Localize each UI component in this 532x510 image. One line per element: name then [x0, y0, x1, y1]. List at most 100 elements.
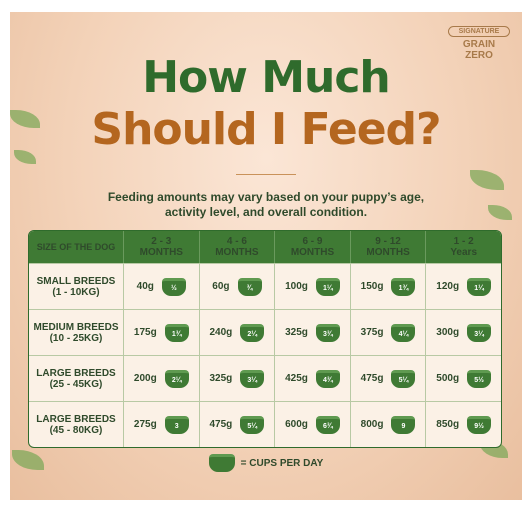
table-row: LARGE BREEDS (45 - 80KG) 275g 3 475g 5¼ 600g 6¾… [29, 401, 501, 447]
cell: 240g 2¼ [198, 310, 275, 355]
cell: 475g 5¼ [198, 402, 275, 447]
cell: 375g 4¼ [349, 310, 426, 355]
cups: 1¼ [315, 277, 340, 296]
header-text: MONTHS [290, 247, 335, 258]
cell: 600g 6¾ [274, 402, 350, 447]
cups: 2¼ [164, 369, 189, 388]
grams: 475g [360, 373, 384, 384]
grams: 240g [209, 327, 233, 338]
leaf [10, 110, 40, 128]
grams: 200g [133, 373, 157, 384]
cell: 500g 5½ [425, 356, 501, 401]
grams: 475g [209, 419, 233, 430]
cups: 1¾ [391, 277, 416, 296]
cell: 150g 1¾ [349, 264, 426, 309]
legend: = CUPS PER DAY [0, 454, 532, 472]
row-label-text: (10 - 25KG) [49, 332, 103, 344]
cell: 800g 9 [349, 402, 426, 447]
grams: 150g [360, 281, 384, 292]
leaf [12, 450, 44, 470]
cups: 2¼ [240, 323, 265, 342]
row-label-text: LARGE BREEDS [36, 367, 116, 379]
grams: 375g [360, 327, 384, 338]
grams: 60g [212, 281, 230, 292]
subtitle: Feeding amounts may vary based on your p… [0, 190, 532, 220]
header-text: SIZE OF THE DOG [36, 242, 116, 252]
header-cell: 4 - 6 MONTHS [198, 231, 275, 263]
bowl-icon [208, 454, 235, 472]
cell: 60g ¾ [198, 264, 275, 309]
header-text: MONTHS [139, 247, 183, 258]
cell: 175g 1¾ [123, 310, 199, 355]
header-text: 1 - 2 [453, 236, 474, 247]
header-text: MONTHS [215, 247, 259, 258]
leaf [470, 170, 504, 190]
cups: 9½ [467, 415, 492, 434]
header-text: 9 - 12 [375, 236, 401, 247]
cups: 3¾ [315, 323, 340, 342]
cell: 425g 4¾ [274, 356, 350, 401]
cell: 100g 1¼ [274, 264, 350, 309]
title: Should I Feed? [91, 104, 441, 155]
leaf [488, 205, 512, 220]
header-text: 2 - 3 [151, 236, 172, 247]
cell: 300g 3¼ [425, 310, 501, 355]
row-label-text: LARGE BREEDS [36, 413, 116, 425]
feeding-table: SIZE OF THE DOG 2 - 3 MONTHS 4 - 6 MONTHS 6 -… [28, 230, 502, 448]
leaf [14, 150, 36, 164]
header-text: 4 - 6 [226, 236, 247, 247]
table-row: SMALL BREEDS (1 - 10KG) 40g ½ 60g ¾ 100g 1¼ 150g… [29, 263, 501, 309]
row-label-text: (1 - 10KG) [52, 286, 100, 298]
cups: 3¼ [467, 323, 492, 342]
legend-text: = CUPS PER DAY [240, 457, 324, 469]
row-label-text: SMALL BREEDS [36, 275, 116, 287]
row-label-text: (45 - 80KG) [49, 424, 103, 436]
cups: 5½ [467, 369, 492, 388]
grams: 275g [133, 419, 157, 430]
header-cell: 1 - 2 Years [425, 231, 501, 263]
cell: 200g 2¼ [123, 356, 199, 401]
cell: 325g 3¾ [274, 310, 350, 355]
cups: 1¼ [467, 277, 492, 296]
cups: 3 [164, 415, 189, 434]
grams: 850g [436, 419, 460, 430]
cell: 120g 1¼ [425, 264, 501, 309]
cups: 6¾ [315, 415, 340, 434]
logo-top: SIGNATURE [448, 26, 510, 37]
grams: 600g [285, 419, 308, 430]
cell: 325g 3¼ [198, 356, 275, 401]
cell: 850g 9½ [425, 402, 501, 447]
cell: 475g 5¼ [349, 356, 426, 401]
cups: 4¼ [391, 323, 416, 342]
cups: 3¼ [240, 369, 265, 388]
cups: 5¼ [391, 369, 416, 388]
cups: 9 [391, 415, 416, 434]
grams: 800g [360, 419, 384, 430]
cups: ¾ [237, 277, 262, 296]
table-row: MEDIUM BREEDS (10 - 25KG) 175g 1¾ 240g 2¼ 325g… [29, 309, 501, 355]
logo-brand: GRAIN ZERO [462, 39, 496, 61]
row-label-text: (25 - 45KG) [49, 378, 103, 390]
cell: 40g ½ [123, 264, 199, 309]
grams: 120g [436, 281, 460, 292]
grams: 40g [136, 281, 154, 292]
cups: 5¼ [240, 415, 265, 434]
grams: 325g [209, 373, 233, 384]
subtitle-line: Feeding amounts may vary based on your p… [107, 190, 425, 204]
grams: 300g [436, 327, 460, 338]
table-row: LARGE BREEDS (25 - 45KG) 200g 2¼ 325g 3¼ 425g 4… [29, 355, 501, 401]
row-label: LARGE BREEDS (45 - 80KG) [29, 402, 123, 447]
header-text: 6 - 9 [302, 236, 323, 247]
grams: 175g [133, 327, 157, 338]
divider [236, 174, 296, 175]
header-text: MONTHS [366, 247, 410, 258]
row-label: MEDIUM BREEDS (10 - 25KG) [29, 310, 123, 355]
row-label: SMALL BREEDS (1 - 10KG) [29, 264, 123, 309]
title: How Much [142, 52, 391, 103]
cell: 275g 3 [123, 402, 199, 447]
grams: 100g [285, 281, 308, 292]
subtitle-line: activity level, and overall condition. [164, 205, 368, 219]
header-cell: SIZE OF THE DOG [29, 231, 123, 263]
header-cell: 9 - 12 MONTHS [349, 231, 426, 263]
